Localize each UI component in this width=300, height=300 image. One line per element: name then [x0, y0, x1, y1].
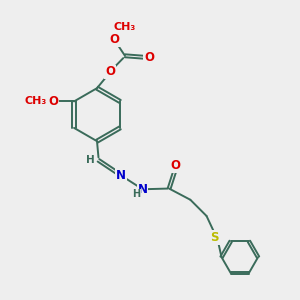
- Text: H: H: [132, 190, 140, 200]
- Text: O: O: [144, 51, 154, 64]
- Text: O: O: [48, 95, 59, 108]
- Text: N: N: [138, 183, 148, 196]
- Text: CH₃: CH₃: [25, 96, 47, 106]
- Text: O: O: [171, 159, 181, 172]
- Text: O: O: [105, 65, 115, 79]
- Text: H: H: [86, 155, 94, 165]
- Text: O: O: [110, 33, 120, 46]
- Text: S: S: [211, 231, 219, 244]
- Text: CH₃: CH₃: [114, 22, 136, 32]
- Text: N: N: [116, 169, 126, 182]
